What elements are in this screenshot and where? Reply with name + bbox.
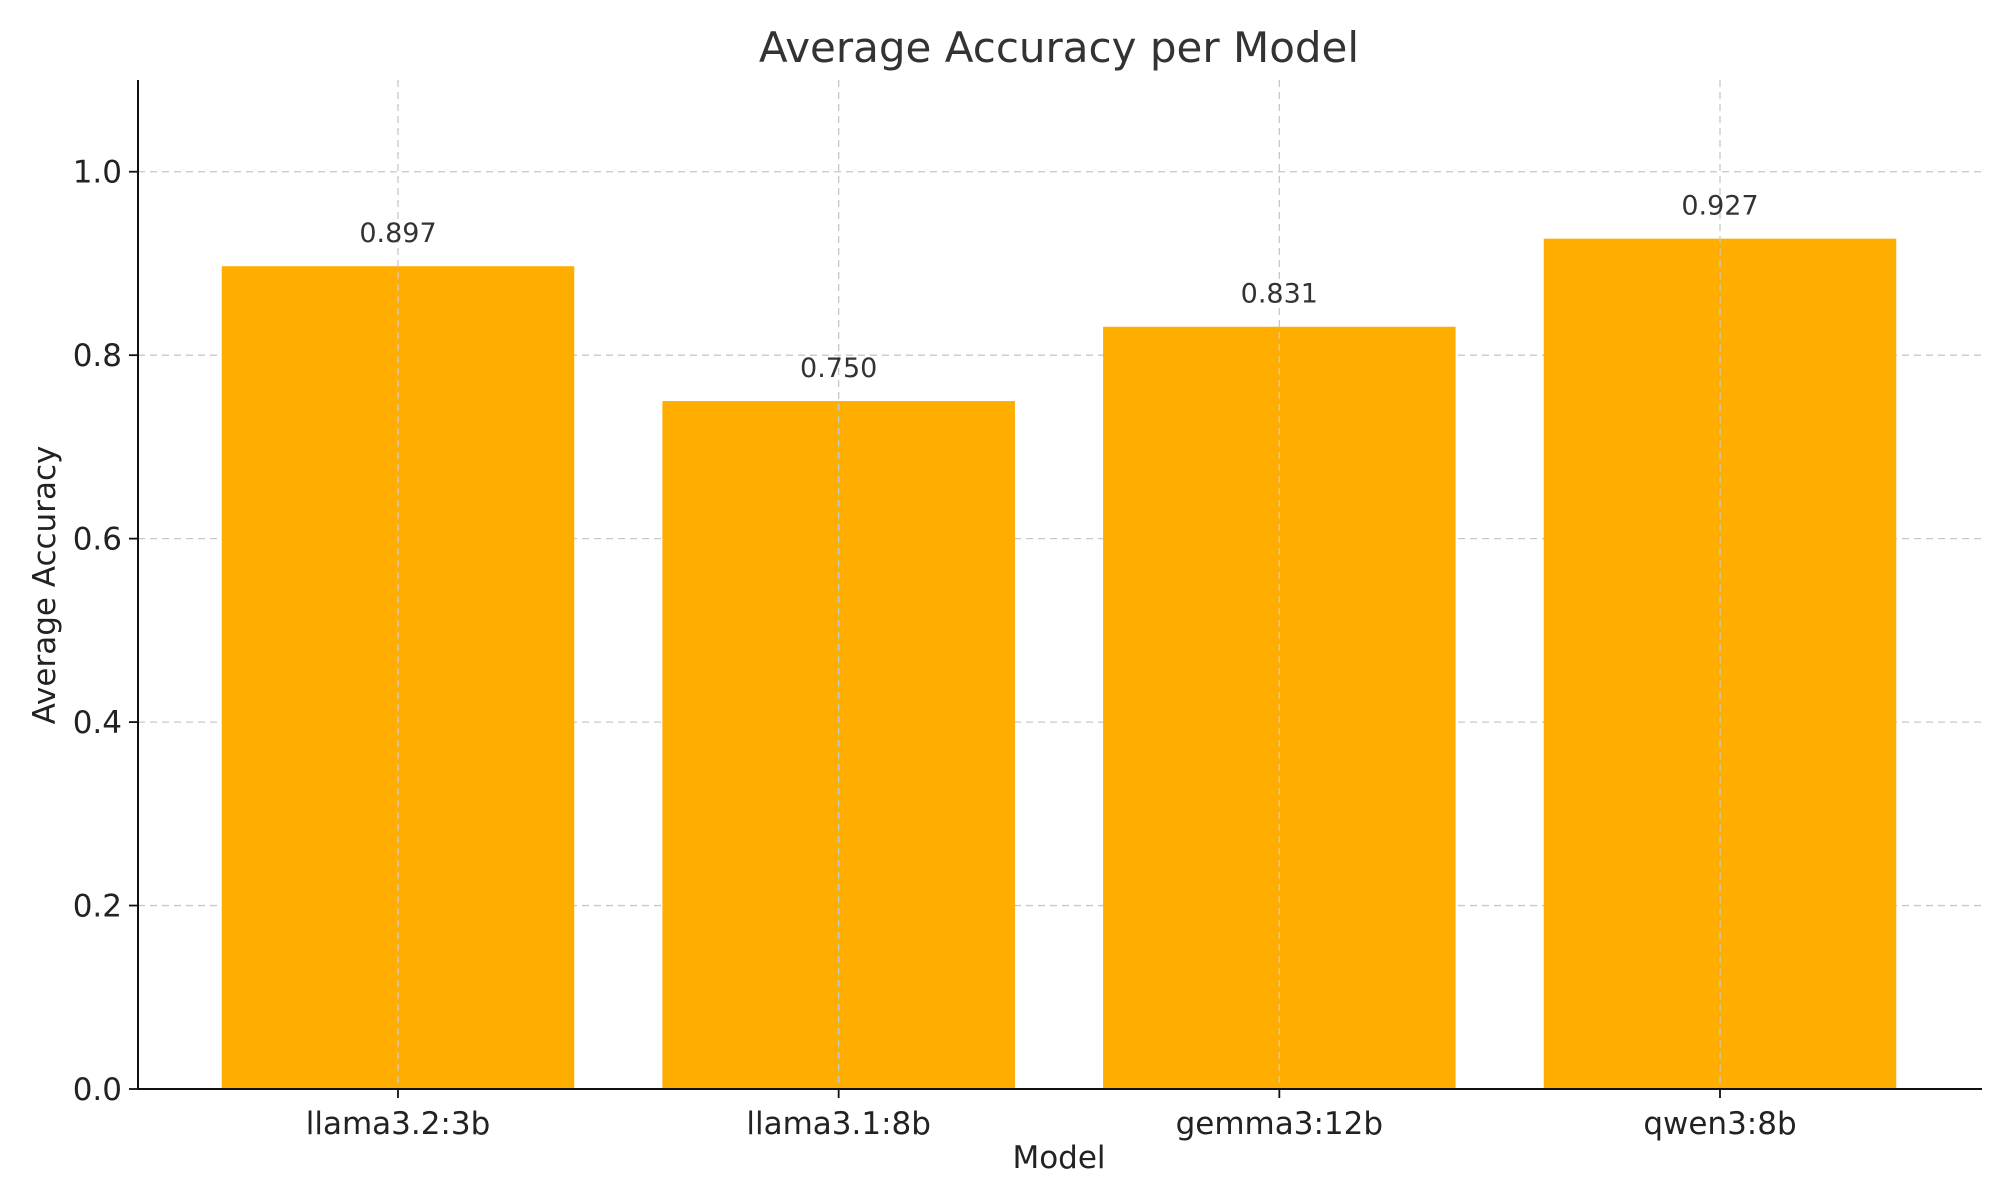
bar-value-label: 0.927 <box>1681 191 1758 222</box>
bar <box>221 266 575 1089</box>
bars <box>221 238 1897 1090</box>
bar-value-label: 0.831 <box>1241 279 1318 310</box>
y-tick-label: 0.4 <box>73 705 122 741</box>
vertical-grid <box>397 80 1721 1089</box>
labels: 0.0 0.2 0.4 0.6 0.8 1.0 0.897 llama3.2:3b 0.750 l… <box>73 155 1797 1142</box>
x-tick-label: gemma3:12b <box>1176 1106 1383 1142</box>
y-tick-label: 0.8 <box>73 338 122 374</box>
x-tick-label: llama3.1:8b <box>746 1106 931 1142</box>
bar-value-label: 0.897 <box>359 218 436 249</box>
y-tick-label: 1.0 <box>73 155 122 191</box>
x-axis-label: Model <box>1012 1140 1105 1176</box>
axes <box>129 80 1982 1098</box>
x-tick-label: qwen3:8b <box>1643 1106 1796 1142</box>
bar-value-label: 0.750 <box>800 353 877 384</box>
chart-title: Average Accuracy per Model <box>759 23 1359 72</box>
y-axis-label: Average Accuracy <box>27 446 63 725</box>
y-tick-label: 0.0 <box>73 1072 122 1108</box>
y-tick-label: 0.6 <box>73 522 122 558</box>
x-tick-label: llama3.2:3b <box>306 1106 491 1142</box>
y-tick-label: 0.2 <box>73 889 122 925</box>
